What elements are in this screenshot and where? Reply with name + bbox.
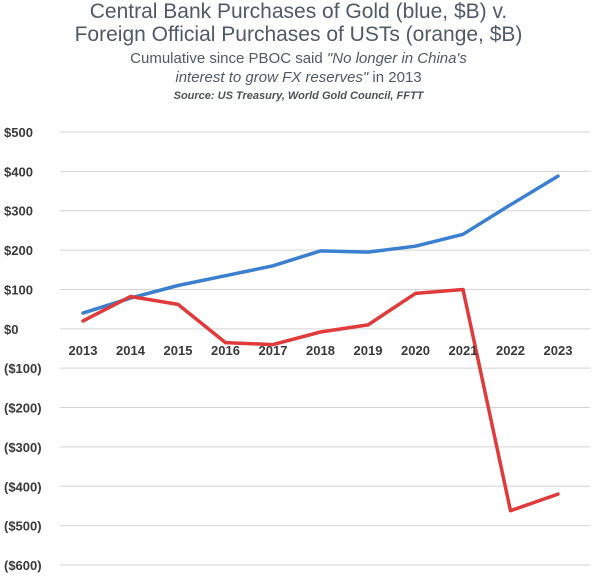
y-tick-label: $400	[4, 164, 33, 179]
chart-source: Source: US Treasury, World Gold Council,…	[173, 90, 424, 102]
x-tick-label: 2014	[116, 343, 146, 358]
x-tick-label: 2021	[449, 343, 478, 358]
x-tick-label: 2013	[69, 343, 98, 358]
y-tick-label: ($400)	[4, 479, 42, 494]
subtitle-text: Cumulative since PBOC said	[130, 50, 327, 67]
chart-subtitle-line-2: interest to grow FX reserves" in 2013	[0, 69, 597, 86]
x-tick-label: 2022	[496, 343, 525, 358]
x-tick-label: 2020	[401, 343, 430, 358]
subtitle-year: in 2013	[368, 69, 422, 86]
chart-title-line-2: Foreign Official Purchases of USTs (oran…	[74, 23, 523, 46]
subtitle-quote-end: interest to grow FX reserves"	[175, 69, 369, 86]
x-tick-label: 2015	[164, 343, 193, 358]
x-tick-label: 2023	[544, 343, 573, 358]
y-tick-label: $200	[4, 243, 33, 258]
y-tick-label: $100	[4, 282, 33, 297]
series-line-usts	[81, 287, 560, 513]
y-tick-label: ($300)	[4, 440, 42, 455]
chart-subtitle-line-1: Cumulative since PBOC said "No longer in…	[0, 50, 597, 67]
chart-title-line-1: Central Bank Purchases of Gold (blue, $B…	[89, 0, 508, 23]
x-tick-label: 2016	[211, 343, 240, 358]
y-tick-label: ($100)	[4, 361, 42, 376]
series-line-gold	[81, 174, 560, 315]
y-tick-label: ($600)	[4, 558, 42, 573]
x-tick-label: 2017	[259, 343, 288, 358]
y-tick-label: $500	[4, 125, 33, 140]
y-tick-label: $0	[4, 322, 18, 337]
y-tick-label: ($200)	[4, 401, 42, 416]
x-tick-label: 2018	[306, 343, 335, 358]
y-tick-label: $300	[4, 204, 33, 219]
x-tick-label: 2019	[354, 343, 383, 358]
subtitle-quote-start: "No longer in China's	[326, 50, 467, 67]
y-tick-label: ($500)	[4, 519, 42, 534]
